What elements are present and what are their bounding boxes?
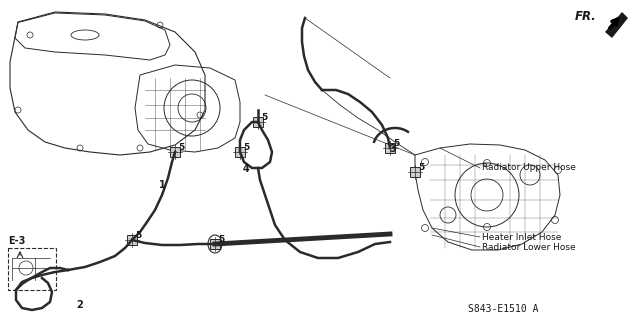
Text: 2: 2 [77,300,83,310]
Text: 4: 4 [243,164,250,174]
Bar [235,147,245,157]
Text: 1: 1 [159,180,165,190]
Text: FR.: FR. [575,10,596,23]
Bar [170,147,180,157]
Text: 5: 5 [218,235,224,244]
Bar [410,167,420,177]
Text: E-3: E-3 [8,236,26,246]
Bar [385,143,395,153]
Text: 5: 5 [418,164,424,173]
Text: 5: 5 [393,139,399,149]
Polygon shape [605,12,628,38]
Text: Heater Inlet Hose: Heater Inlet Hose [482,233,561,241]
Text: S843-E1510 A: S843-E1510 A [468,304,538,314]
Text: Radiator Lower Hose: Radiator Lower Hose [482,243,575,253]
Text: 5: 5 [135,232,141,241]
Text: 3: 3 [390,144,396,154]
Text: 5: 5 [243,144,249,152]
Text: Radiator Upper Hose: Radiator Upper Hose [482,164,576,173]
Bar [253,117,263,127]
Bar [127,235,137,245]
Text: 5: 5 [261,114,268,122]
Text: 5: 5 [178,144,184,152]
Bar [210,239,220,249]
